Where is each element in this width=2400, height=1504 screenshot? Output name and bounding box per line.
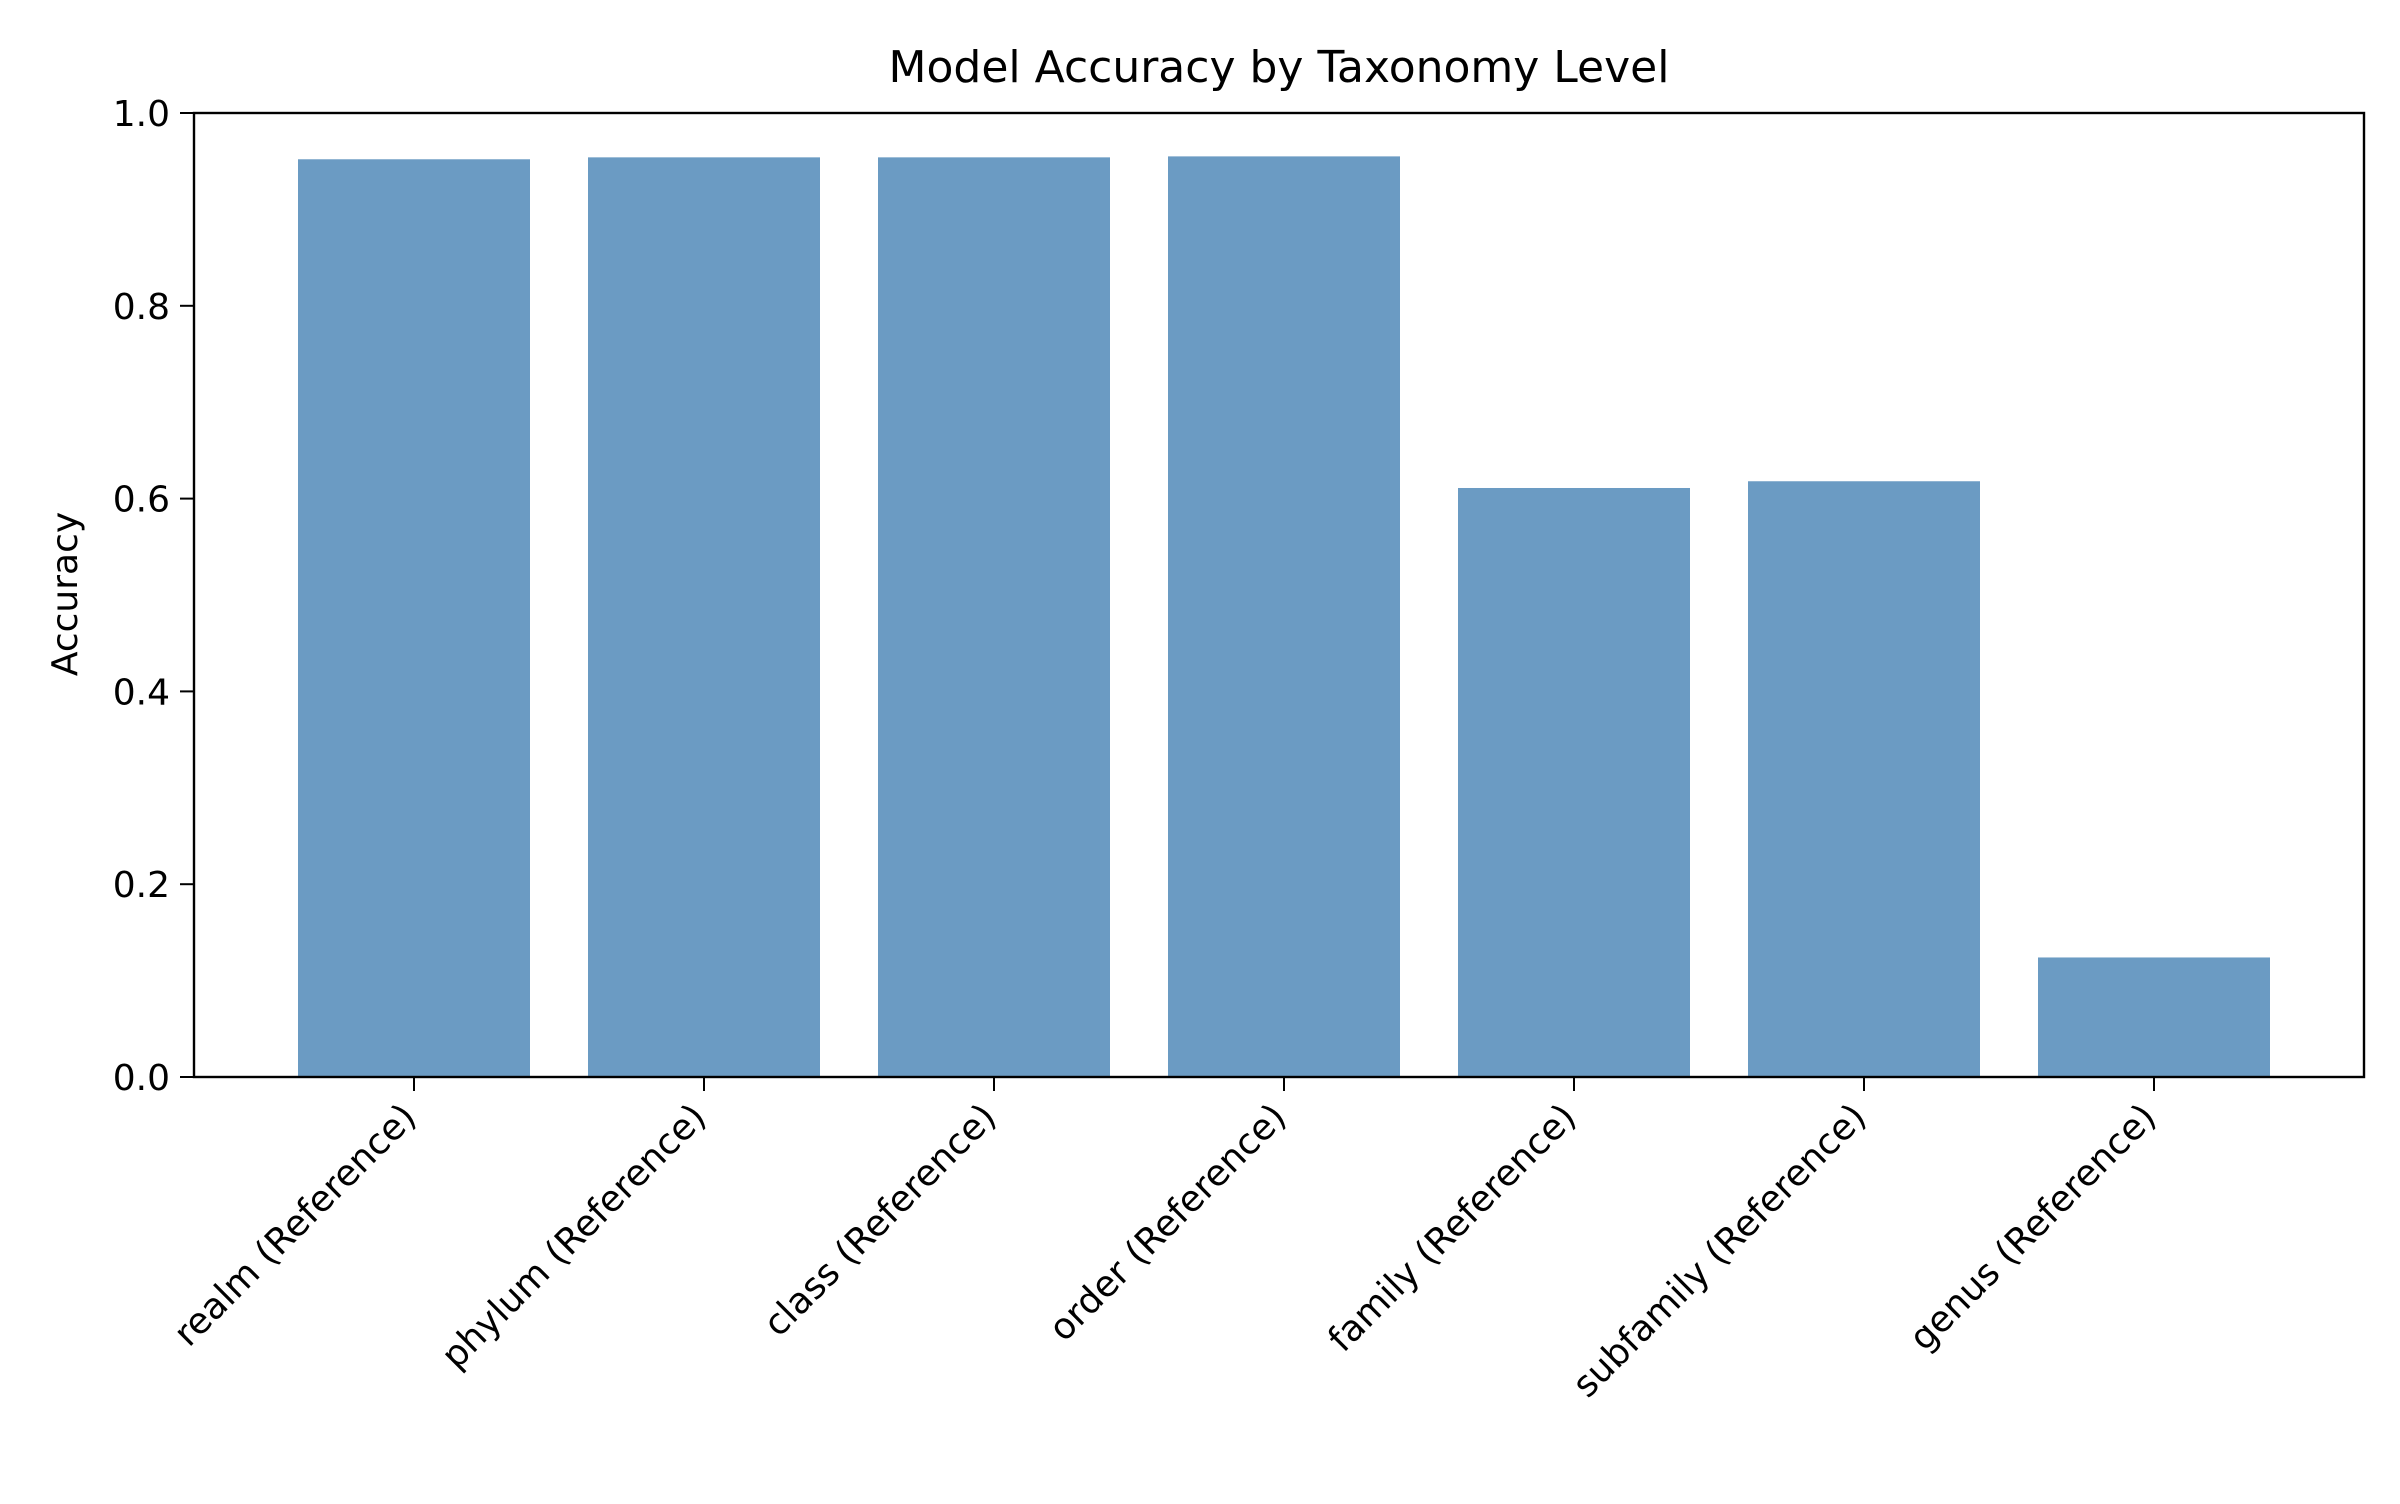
x-tick-label: family (Reference) xyxy=(1321,1096,1585,1360)
bar xyxy=(1748,481,1980,1077)
bar xyxy=(1168,156,1400,1077)
x-tick-label: class (Reference) xyxy=(756,1096,1004,1344)
bar xyxy=(298,159,530,1078)
x-tick-label: phylum (Reference) xyxy=(434,1096,715,1377)
bars-layer xyxy=(298,156,2270,1078)
y-axis: 0.0 0.2 0.4 0.6 0.8 1.0 xyxy=(113,94,194,1099)
bar xyxy=(878,157,1110,1077)
bar xyxy=(588,157,820,1077)
x-tick-label: realm (Reference) xyxy=(166,1096,424,1354)
x-tick-label: subfamily (Reference) xyxy=(1565,1096,1874,1405)
y-tick-label: 1.0 xyxy=(113,94,170,135)
bar xyxy=(2038,957,2270,1077)
y-tick-label: 0.2 xyxy=(113,865,170,906)
x-tick-label: genus (Reference) xyxy=(1902,1096,2164,1358)
y-tick-label: 0.6 xyxy=(113,480,170,521)
x-tick-label: order (Reference) xyxy=(1041,1096,1294,1349)
bar xyxy=(1458,487,1690,1078)
y-tick-label: 0.8 xyxy=(113,287,170,328)
x-axis: realm (Reference) phylum (Reference) class… xyxy=(166,1077,2164,1406)
plot-frame xyxy=(192,111,2366,1079)
y-tick-label: 0.4 xyxy=(113,672,170,713)
y-tick-label: 0.0 xyxy=(113,1058,170,1099)
chart-title: Model Accuracy by Taxonomy Level xyxy=(889,42,1670,93)
y-axis-label: Accuracy xyxy=(45,512,86,676)
